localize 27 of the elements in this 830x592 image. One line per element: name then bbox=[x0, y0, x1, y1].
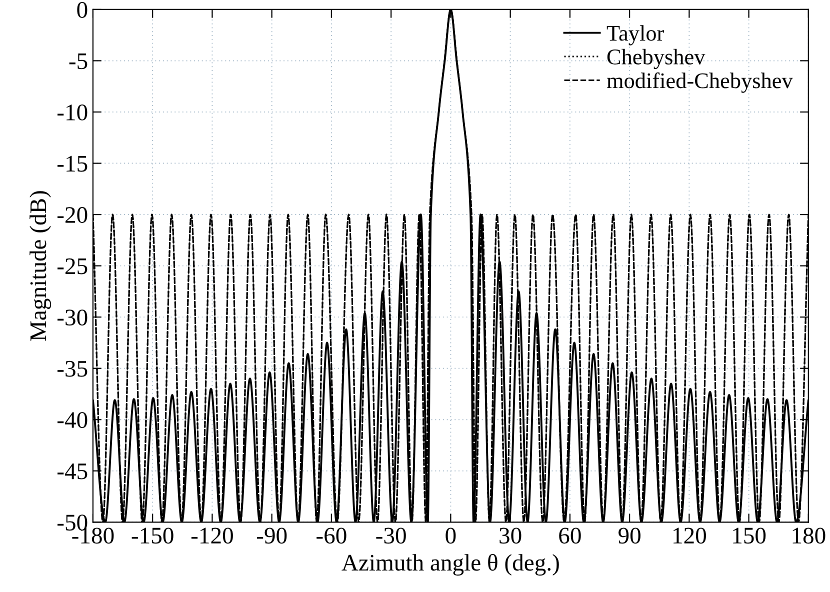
y-tick-label: -15 bbox=[58, 156, 88, 172]
x-axis-title: Azimuth angle θ (deg.) bbox=[342, 554, 559, 576]
x-tick-label: 150 bbox=[733, 528, 766, 544]
legend-label: Taylor bbox=[606, 25, 664, 46]
x-tick-label: 30 bbox=[500, 528, 522, 544]
x-tick-label: 90 bbox=[618, 528, 640, 544]
y-tick-label: -45 bbox=[58, 464, 88, 480]
x-tick-label: -150 bbox=[132, 528, 174, 544]
y-tick-label: -5 bbox=[69, 53, 88, 70]
x-tick-label: 180 bbox=[792, 528, 826, 544]
x-tick-label: 120 bbox=[674, 528, 706, 544]
y-tick-label: -40 bbox=[58, 412, 88, 428]
y-tick-label: -20 bbox=[58, 207, 88, 223]
x-tick-label: 0 bbox=[446, 528, 456, 544]
x-tick-label: -120 bbox=[191, 528, 233, 544]
y-tick-label: -35 bbox=[58, 360, 88, 377]
legend-label: Chebyshev bbox=[607, 48, 706, 70]
legend-label: modified-Chebyshev bbox=[606, 72, 793, 93]
x-tick-label: -90 bbox=[256, 528, 287, 544]
y-axis-title: Magnitude (dB) bbox=[30, 191, 52, 341]
x-tick-label: 60 bbox=[559, 528, 581, 544]
y-tick-label: 0 bbox=[77, 2, 88, 18]
x-tick-label: -60 bbox=[316, 528, 346, 544]
y-tick-label: -25 bbox=[58, 258, 88, 274]
x-tick-label: -30 bbox=[376, 528, 406, 544]
y-tick-label: -30 bbox=[58, 310, 88, 326]
y-tick-label: -10 bbox=[58, 104, 88, 120]
